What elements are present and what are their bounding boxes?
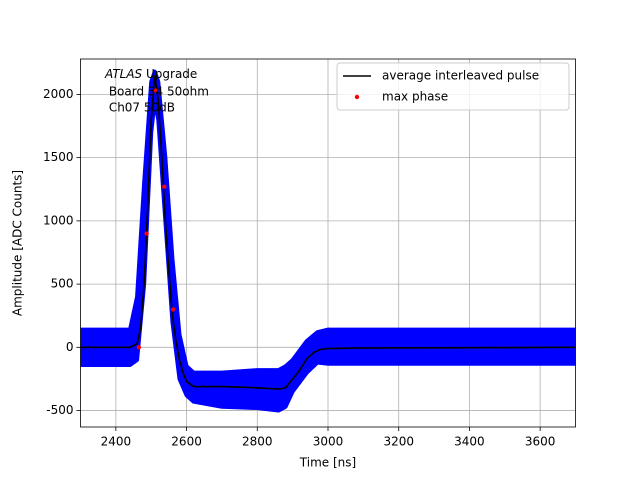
average-line (80, 75, 576, 390)
plot-area (76, 58, 576, 431)
max-phase-point (144, 231, 149, 236)
axes-frame (80, 58, 576, 428)
max-phase-point (136, 345, 142, 350)
x-tick-label: 2800 (242, 435, 273, 449)
max-phase-point (162, 184, 167, 189)
x-tick-label: 3200 (383, 435, 414, 449)
annotation-line: Board 34 50ohm (105, 85, 209, 99)
y-tick-label: 1000 (43, 213, 74, 227)
legend-label: max phase (382, 90, 448, 104)
annotation-line: Ch07 50dB (105, 101, 175, 115)
x-tick-label: 2400 (101, 435, 132, 449)
x-tick-label: 3000 (313, 435, 344, 449)
x-tick-label: 2600 (171, 435, 202, 449)
y-tick-label: 0 (66, 340, 74, 354)
y-axis-label: Amplitude [ADC Counts] (11, 170, 25, 316)
y-tick-label: 1500 (43, 150, 74, 164)
y-tick-label: 500 (51, 277, 74, 291)
annotation: ATLAS Upgrade (104, 67, 197, 81)
legend-box (336, 62, 570, 111)
legend-marker (354, 94, 360, 100)
y-tick-label: 2000 (43, 87, 74, 101)
max-phase-point (170, 307, 176, 312)
data-layer (80, 69, 576, 413)
sample-band (80, 69, 576, 413)
x-tick-label: 3400 (454, 435, 485, 449)
legend-label: average interleaved pulse (382, 69, 539, 83)
max-phase-point (153, 88, 158, 93)
y-tick-label: -500 (46, 403, 73, 417)
annotation-line: Upgrade (142, 67, 197, 81)
x-axis-label: Time [ns] (299, 456, 356, 470)
annotation-italic: ATLAS (104, 67, 143, 81)
x-tick-label: 3600 (525, 435, 556, 449)
